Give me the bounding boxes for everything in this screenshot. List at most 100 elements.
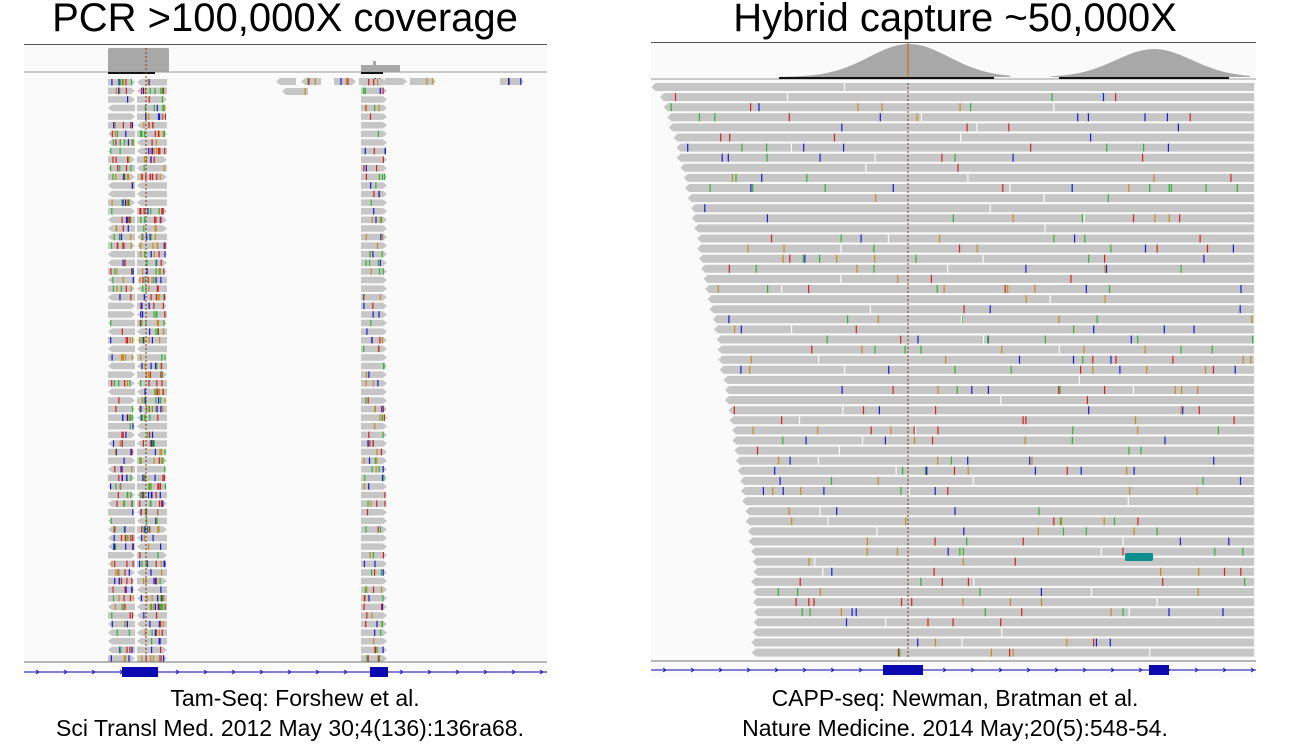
mismatch-mark — [119, 165, 121, 172]
mismatch-mark — [1197, 386, 1199, 394]
mismatch-mark — [142, 491, 144, 499]
mismatch-mark — [877, 476, 879, 485]
sequencing-read — [361, 199, 387, 206]
read-gap — [843, 83, 846, 91]
mismatch-mark — [1137, 335, 1139, 344]
mismatch-mark — [1202, 476, 1204, 485]
mismatch-mark — [142, 233, 144, 241]
strand-arrow — [91, 669, 96, 675]
strand-arrow — [259, 669, 264, 675]
mismatch-mark — [117, 491, 119, 499]
sequencing-read — [361, 302, 387, 310]
mismatch-mark — [131, 612, 133, 619]
mismatch-mark — [1012, 648, 1014, 657]
mismatch-mark — [954, 153, 956, 162]
mismatch-mark — [1204, 365, 1207, 374]
sequencing-read — [137, 577, 167, 585]
sequencing-read — [108, 294, 135, 301]
mismatch-mark — [1025, 416, 1027, 425]
mismatch-mark — [1129, 487, 1131, 495]
mismatch-mark — [119, 233, 121, 241]
mismatch-mark — [379, 294, 381, 301]
mismatch-mark — [143, 577, 145, 585]
mismatch-mark — [1051, 93, 1053, 102]
mismatch-mark — [1189, 113, 1191, 122]
left-caption-line2: Sci Transl Med. 2012 May 30;4(136):136ra… — [56, 715, 524, 741]
mismatch-mark — [377, 380, 379, 387]
mismatch-mark — [148, 96, 150, 103]
mismatch-mark — [114, 130, 116, 138]
mismatch-mark — [155, 311, 157, 318]
mismatch-mark — [383, 414, 385, 421]
mismatch-mark — [158, 397, 160, 404]
coverage-peak — [781, 44, 1011, 77]
right-alignment-viewer[interactable] — [651, 42, 1256, 677]
sequencing-read — [361, 276, 387, 284]
mismatch-mark — [125, 87, 127, 95]
mismatch-mark — [125, 79, 127, 86]
exon-block — [883, 665, 923, 675]
mismatch-mark — [115, 569, 117, 576]
mismatch-mark — [924, 466, 926, 475]
mismatch-mark — [370, 500, 372, 507]
read-gap — [908, 487, 910, 495]
sequencing-read — [108, 113, 135, 120]
mismatch-mark — [1213, 456, 1215, 465]
mismatch-mark — [369, 440, 371, 447]
mismatch-mark — [132, 337, 134, 344]
mismatch-mark — [143, 474, 145, 482]
left-alignment-viewer[interactable] — [24, 44, 547, 677]
mismatch-mark — [1203, 254, 1205, 263]
mismatch-mark — [371, 337, 373, 344]
sequencing-read — [108, 423, 135, 430]
mismatch-mark — [1133, 466, 1135, 475]
mismatch-mark — [159, 638, 161, 645]
sequencing-read — [691, 204, 1254, 213]
mismatch-mark — [127, 199, 129, 206]
mismatch-mark — [1053, 517, 1055, 526]
mismatch-mark — [143, 156, 146, 163]
mismatch-mark — [366, 655, 368, 662]
mismatch-mark — [112, 595, 115, 602]
mismatch-mark — [164, 354, 166, 361]
sequencing-read — [108, 225, 135, 232]
mismatch-mark — [384, 491, 386, 499]
mismatch-mark — [714, 113, 716, 122]
mismatch-mark — [129, 337, 131, 344]
mismatch-mark — [365, 397, 367, 404]
mismatch-mark — [140, 130, 142, 138]
mismatch-mark — [1119, 365, 1121, 374]
mismatch-mark — [379, 337, 381, 344]
sequencing-read — [361, 96, 387, 103]
mismatch-mark — [709, 184, 711, 192]
mismatch-mark — [381, 173, 384, 181]
mismatch-mark — [123, 655, 125, 662]
mismatch-mark — [114, 603, 116, 611]
mismatch-mark — [1252, 335, 1254, 344]
mismatch-mark — [878, 406, 880, 415]
right-panel: Hybrid capture ~50,000X CAPP-seq: Newman… — [640, 0, 1270, 748]
mismatch-mark — [378, 311, 380, 318]
mismatch-mark — [1080, 466, 1082, 475]
sequencing-read — [137, 371, 167, 378]
mismatch-mark — [160, 405, 162, 413]
mismatch-mark — [1066, 466, 1068, 475]
sequencing-read — [108, 457, 135, 464]
mismatch-mark — [382, 466, 384, 473]
mismatch-mark — [160, 543, 162, 550]
sequencing-read — [108, 526, 135, 533]
mismatch-mark — [381, 405, 383, 413]
mismatch-mark — [383, 362, 385, 370]
sequencing-read — [137, 397, 167, 404]
mismatch-mark — [1144, 345, 1146, 354]
mismatch-mark — [377, 130, 379, 138]
mismatch-mark — [119, 79, 121, 86]
mismatch-mark — [1008, 123, 1010, 132]
mismatch-mark — [131, 577, 133, 585]
mismatch-mark — [154, 603, 156, 611]
sequencing-read — [751, 648, 1254, 657]
mismatch-mark — [947, 487, 949, 495]
mismatch-mark — [157, 509, 159, 516]
mismatch-mark — [152, 242, 154, 249]
strand-arrow — [35, 669, 40, 675]
